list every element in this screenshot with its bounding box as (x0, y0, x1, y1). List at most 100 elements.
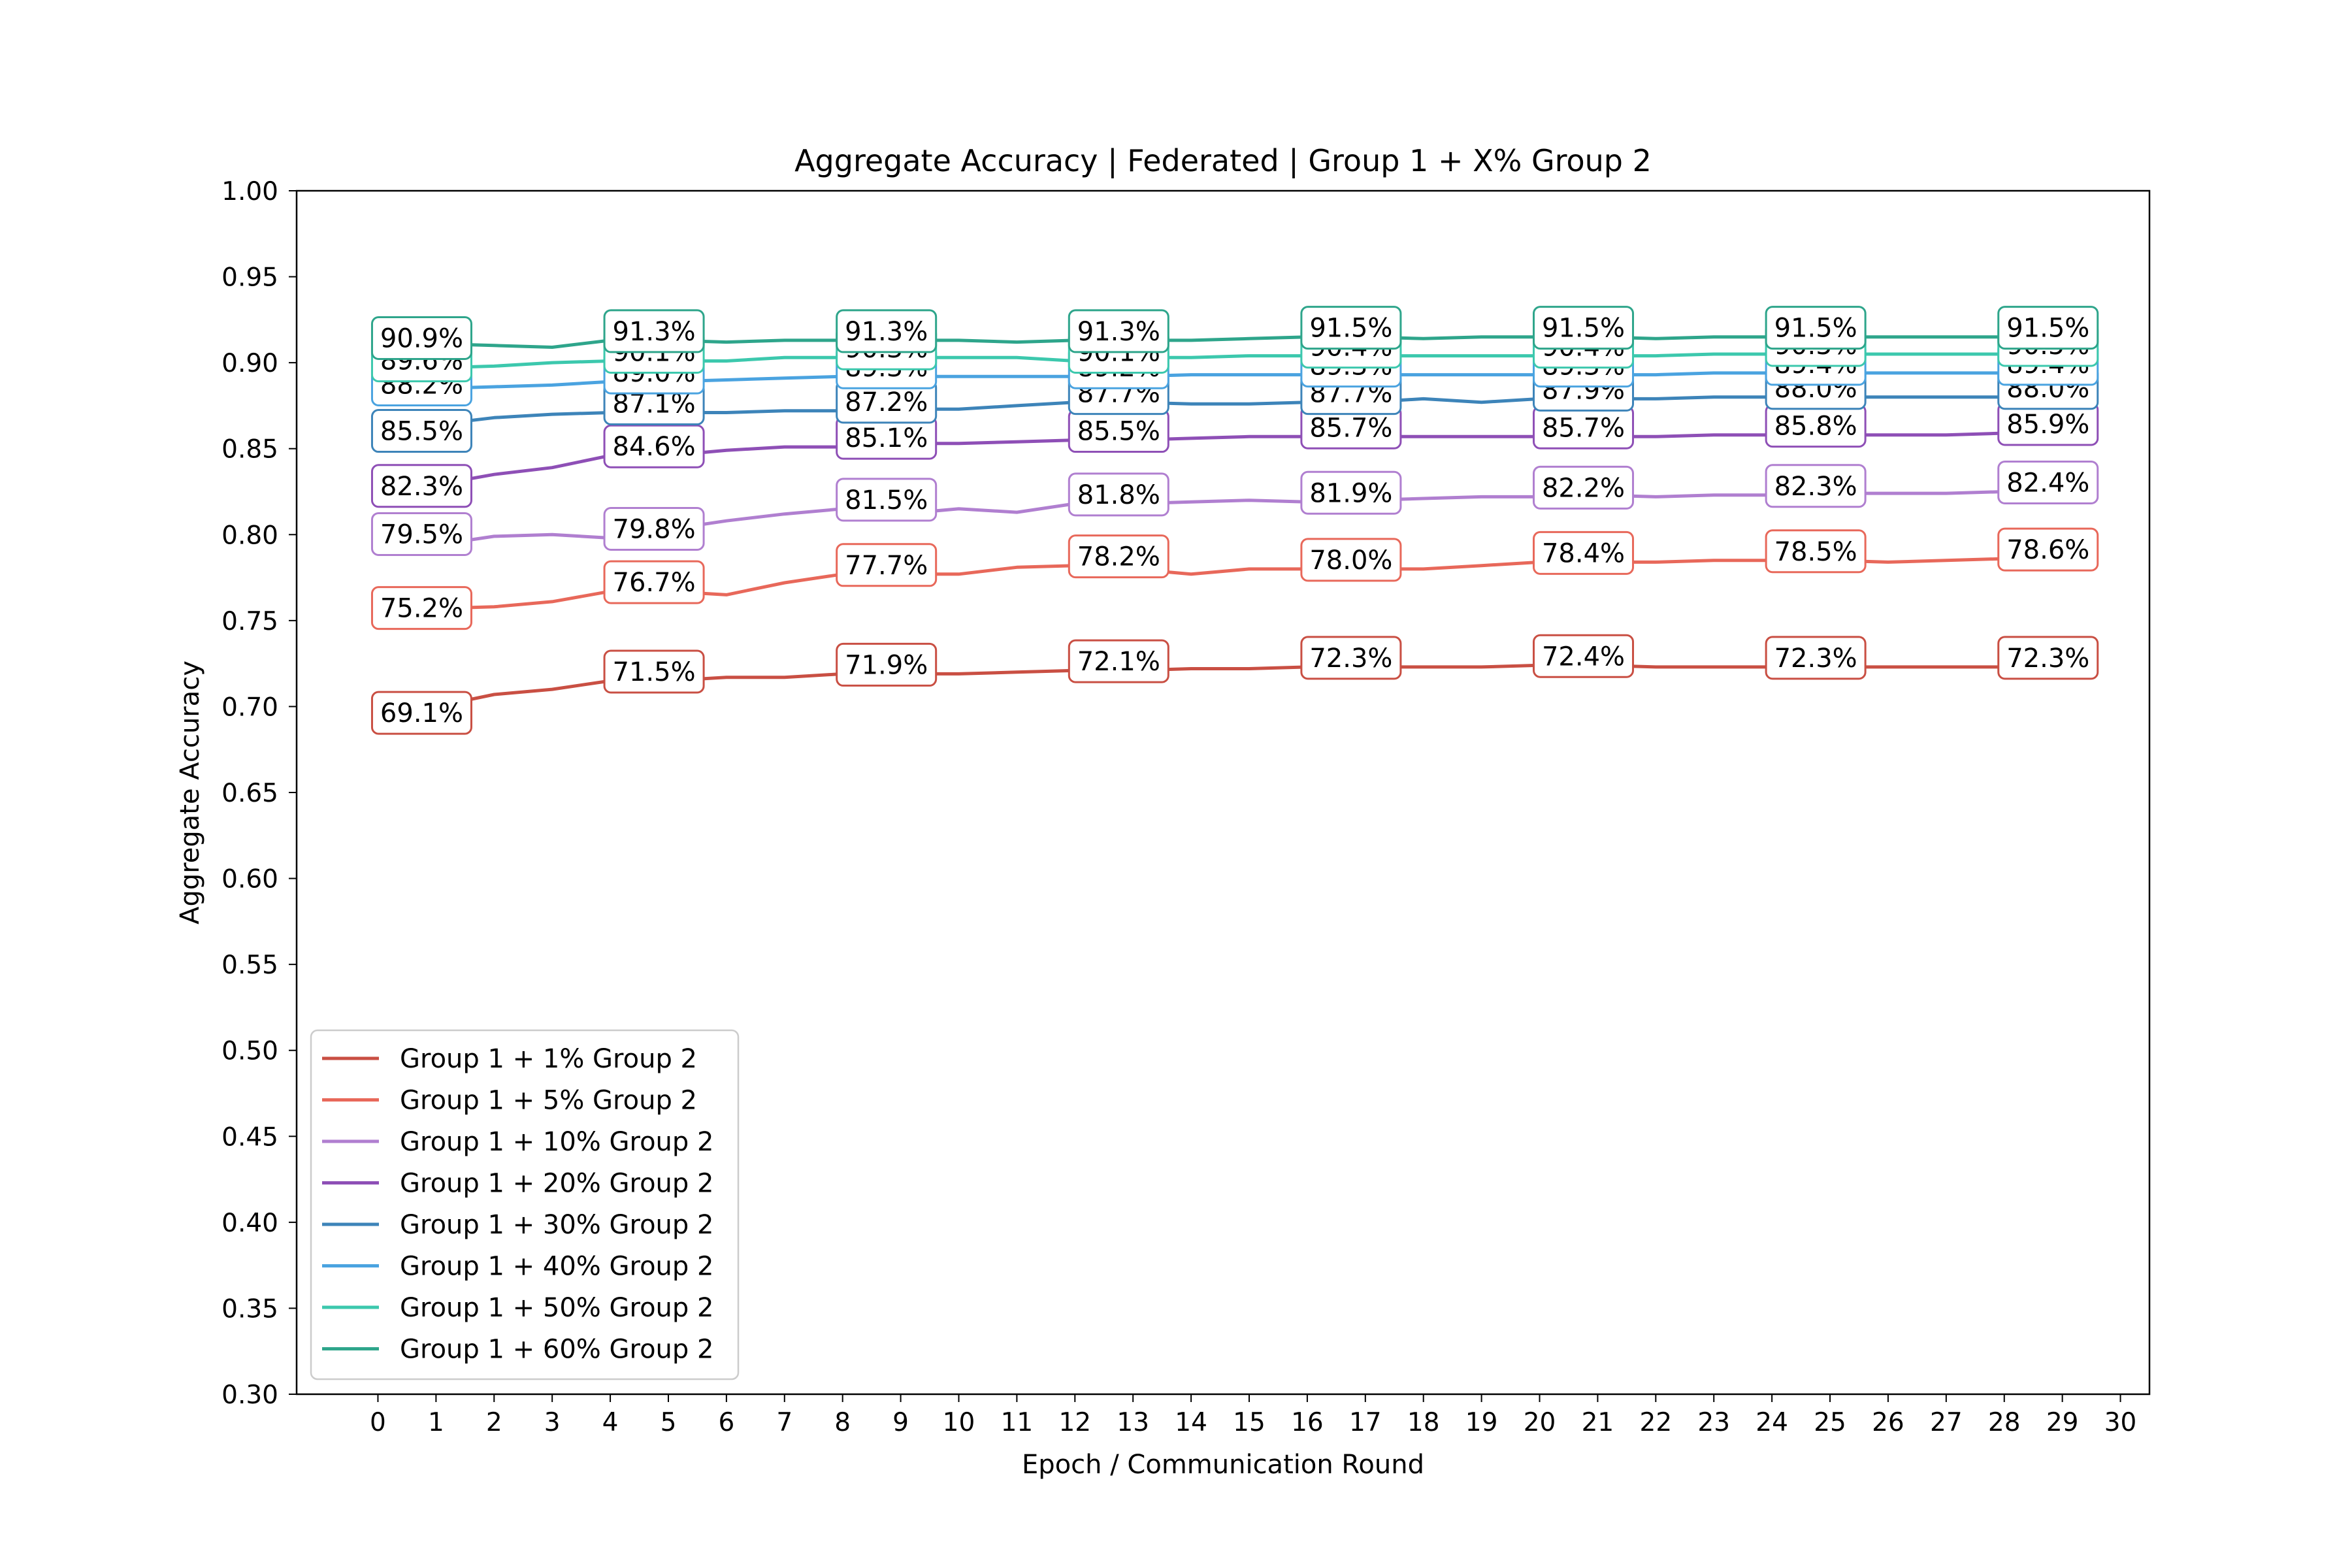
data-label-box (1300, 636, 1402, 680)
data-label: 78.6% (1997, 527, 2099, 572)
data-label-text: 91.5% (1774, 314, 1857, 344)
data-label: 85.7% (1533, 405, 1635, 449)
data-label-box (1765, 636, 1867, 680)
x-tick-label: 7 (776, 1408, 792, 1437)
data-label-text: 81.5% (845, 485, 928, 515)
legend-item: Group 1 + 5% Group 2 (322, 1086, 697, 1116)
data-label: 79.8% (603, 507, 705, 551)
data-label-text: 91.5% (1542, 314, 1625, 344)
data-label-text: 72.3% (1774, 644, 1857, 674)
x-tick-label: 22 (1640, 1408, 1673, 1437)
data-label-text: 85.9% (2006, 410, 2089, 440)
data-label: 75.2% (370, 586, 472, 630)
legend-item: Group 1 + 60% Group 2 (322, 1335, 713, 1365)
data-label: 76.7% (603, 560, 705, 604)
y-tick-label: 0.65 (221, 779, 278, 808)
data-label-text: 91.3% (1077, 317, 1160, 347)
data-labels: 69.1% 71.5% 71.9% 72.1% 72.3% 72.4% 72.3% 72.3%… (370, 306, 2099, 735)
x-tick-label: 24 (1756, 1408, 1788, 1437)
x-tick-label: 3 (544, 1408, 561, 1437)
x-tick-label: 20 (1524, 1408, 1556, 1437)
data-label: 81.8% (1068, 472, 1169, 517)
data-label-box (836, 309, 938, 353)
data-label: 91.5% (1765, 306, 1867, 350)
data-label-box (1533, 306, 1635, 350)
data-label-text: 82.2% (1542, 473, 1625, 503)
data-label-text: 84.6% (613, 432, 696, 462)
x-axis: 0 1 2 3 4 5 6 7 8 9 10 11 12 13 14 15 16 17 18 19 20 21 22 23 24… (370, 1394, 2136, 1437)
data-label: 72.3% (1997, 636, 2099, 680)
data-label: 78.4% (1533, 531, 1635, 575)
data-label: 91.5% (1997, 306, 2099, 350)
data-label-text: 91.3% (613, 317, 696, 347)
data-label: 72.4% (1533, 634, 1635, 678)
data-label-box (1533, 531, 1635, 575)
data-label-text: 75.2% (380, 594, 463, 624)
data-label: 82.4% (1997, 461, 2099, 504)
x-tick-label: 25 (1814, 1408, 1846, 1437)
x-tick-label: 0 (370, 1408, 386, 1437)
data-label-text: 78.4% (1542, 538, 1625, 568)
data-label-box (836, 478, 938, 522)
legend-label: Group 1 + 60% Group 2 (400, 1335, 713, 1365)
x-tick-label: 4 (602, 1408, 619, 1437)
data-label-text: 77.7% (845, 551, 928, 581)
x-tick-label: 21 (1582, 1408, 1614, 1437)
legend-item: Group 1 + 20% Group 2 (322, 1169, 713, 1199)
data-label: 81.5% (836, 478, 938, 522)
data-label-box (1533, 465, 1635, 510)
x-tick-label: 5 (661, 1408, 677, 1437)
x-tick-label: 26 (1872, 1408, 1904, 1437)
data-label: 72.3% (1765, 636, 1867, 680)
data-label-box (836, 642, 938, 687)
data-label-text: 79.5% (380, 519, 463, 549)
data-label-box (370, 409, 472, 453)
x-tick-label: 17 (1349, 1408, 1382, 1437)
data-label-box (370, 316, 472, 360)
y-tick-label: 0.75 (221, 607, 278, 636)
data-label: 85.8% (1765, 404, 1867, 448)
data-label-text: 82.4% (2006, 468, 2089, 498)
data-label-box (836, 543, 938, 587)
x-tick-label: 1 (428, 1408, 444, 1437)
data-label-box (1300, 538, 1402, 582)
data-label: 90.9% (370, 316, 472, 360)
data-label: 81.9% (1300, 470, 1402, 515)
x-tick-label: 27 (1930, 1408, 1963, 1437)
data-label-text: 82.3% (380, 472, 463, 502)
data-label-box (1068, 472, 1169, 517)
data-label-text: 79.8% (613, 515, 696, 545)
x-tick-label: 23 (1697, 1408, 1730, 1437)
data-label-box (1300, 470, 1402, 515)
data-label-box (1765, 306, 1867, 350)
data-label: 77.7% (836, 543, 938, 587)
data-label-text: 85.5% (1077, 417, 1160, 447)
data-label-text: 72.1% (1077, 647, 1160, 677)
data-label-box (1765, 464, 1867, 508)
data-label: 71.5% (603, 649, 705, 694)
legend-item: Group 1 + 50% Group 2 (322, 1293, 713, 1323)
y-tick-label: 0.45 (221, 1122, 278, 1152)
x-tick-label: 2 (486, 1408, 502, 1437)
x-tick-label: 6 (718, 1408, 734, 1437)
data-label-text: 87.2% (845, 387, 928, 417)
data-label: 84.6% (603, 424, 705, 468)
data-label-text: 76.7% (613, 568, 696, 598)
data-label-text: 78.0% (1309, 546, 1392, 576)
data-label-text: 71.5% (613, 657, 696, 687)
data-label: 78.0% (1300, 538, 1402, 582)
legend-label: Group 1 + 40% Group 2 (400, 1252, 713, 1282)
y-tick-label: 0.95 (221, 263, 278, 293)
x-tick-label: 19 (1465, 1408, 1498, 1437)
legend-item: Group 1 + 30% Group 2 (322, 1210, 713, 1240)
y-tick-label: 0.90 (221, 349, 278, 378)
data-label-text: 72.4% (1542, 642, 1625, 672)
data-label-text: 81.9% (1309, 478, 1392, 508)
y-tick-label: 0.85 (221, 435, 278, 465)
data-label: 85.9% (1997, 402, 2099, 446)
data-label: 85.5% (370, 409, 472, 453)
data-label: 91.3% (836, 309, 938, 353)
y-tick-label: 0.40 (221, 1209, 278, 1238)
data-label-box (1765, 529, 1867, 574)
